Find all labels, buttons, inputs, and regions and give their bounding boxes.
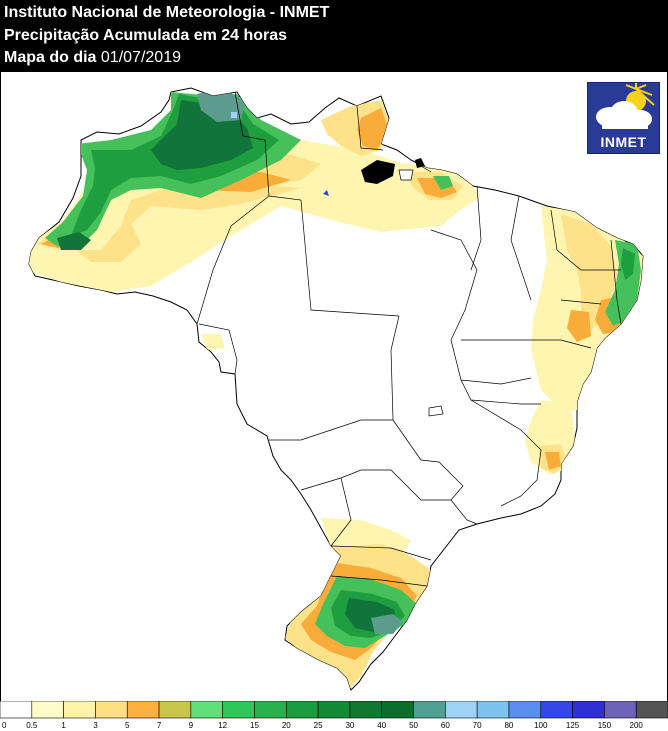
legend-tick-label: 70: [473, 721, 482, 730]
map-subtitle: Precipitação Acumulada em 24 horas: [4, 27, 288, 44]
legend-tick-label: 12: [218, 721, 227, 730]
legend-swatch: [285, 701, 319, 719]
legend-swatch: [317, 701, 351, 719]
legend-tick-label: 30: [345, 721, 354, 730]
legend-swatch: [572, 701, 605, 719]
legend-swatch: [508, 701, 542, 719]
legend-tick-label: 40: [377, 721, 386, 730]
legend-tick-label: 20: [282, 721, 291, 730]
legend-swatch: [0, 701, 33, 719]
legend-tick-label: 5: [125, 721, 130, 730]
state-borders: [196, 91, 622, 587]
legend-swatch: [476, 701, 510, 719]
legend-tick-label: 60: [441, 721, 450, 730]
legend-tick-label: 0: [2, 721, 7, 730]
legend-tick-label: 1: [61, 721, 66, 730]
sun-cloud-icon: [596, 83, 655, 129]
legend-tick-label: 25: [314, 721, 323, 730]
legend-swatch: [413, 701, 446, 719]
legend-svg: 0 0.5 1 3 5 7 9 12 15 20 25 30 40 50 60 70 80 100 125 150 20…: [0, 701, 668, 730]
brazil-map: [28, 87, 644, 691]
legend-swatch: [349, 701, 383, 719]
legend-swatch: [63, 701, 96, 719]
legend-swatch: [381, 701, 414, 719]
legend-swatch: [445, 701, 478, 719]
legend-swatch: [158, 701, 192, 719]
precipitation-layer: [29, 88, 643, 690]
inmet-logo: INMET: [587, 82, 660, 154]
lake-marker: [231, 112, 237, 118]
legend-tick-label: 3: [93, 721, 98, 730]
legend-tick-label: 7: [157, 721, 162, 730]
marajo-island: [361, 160, 395, 184]
island: [415, 158, 425, 168]
island: [398, 169, 414, 181]
legend-swatch: [540, 701, 573, 719]
institute-title: Instituto Nacional de Meteorologia - INM…: [4, 4, 330, 21]
map-canvas: [0, 72, 668, 701]
legend-tick-label: 100: [534, 721, 548, 730]
legend-swatch: [254, 701, 287, 719]
legend-swatch: [222, 701, 255, 719]
legend-tick-label: 150: [598, 721, 612, 730]
legend-tick-label: 50: [409, 721, 418, 730]
legend-swatch: [190, 701, 223, 719]
lake-marker: [323, 190, 329, 196]
legend-tick-label: 125: [566, 721, 580, 730]
legend-tick-label: 15: [250, 721, 259, 730]
legend-tick-label: 200: [630, 721, 644, 730]
legend-tick-label: 0.5: [26, 721, 38, 730]
map-date-line: Mapa do dia 01/07/2019: [4, 49, 181, 67]
legend-tick-label: 9: [189, 721, 194, 730]
legend-tick-label: 80: [504, 721, 513, 730]
legend-swatch: [635, 701, 668, 719]
map-date: 01/07/2019: [100, 49, 181, 66]
precipitation-legend: 0 0.5 1 3 5 7 9 12 15 20 25 30 40 50 60 70 80 100 125 150 20…: [0, 701, 668, 731]
legend-swatch: [95, 701, 128, 719]
logo-text: INMET: [600, 134, 647, 150]
map-date-label: Mapa do dia: [4, 49, 97, 66]
legend-swatch: [604, 701, 637, 719]
legend-swatch: [126, 701, 160, 719]
legend-swatch: [31, 701, 64, 719]
map-header: Instituto Nacional de Meteorologia - INM…: [0, 0, 668, 72]
